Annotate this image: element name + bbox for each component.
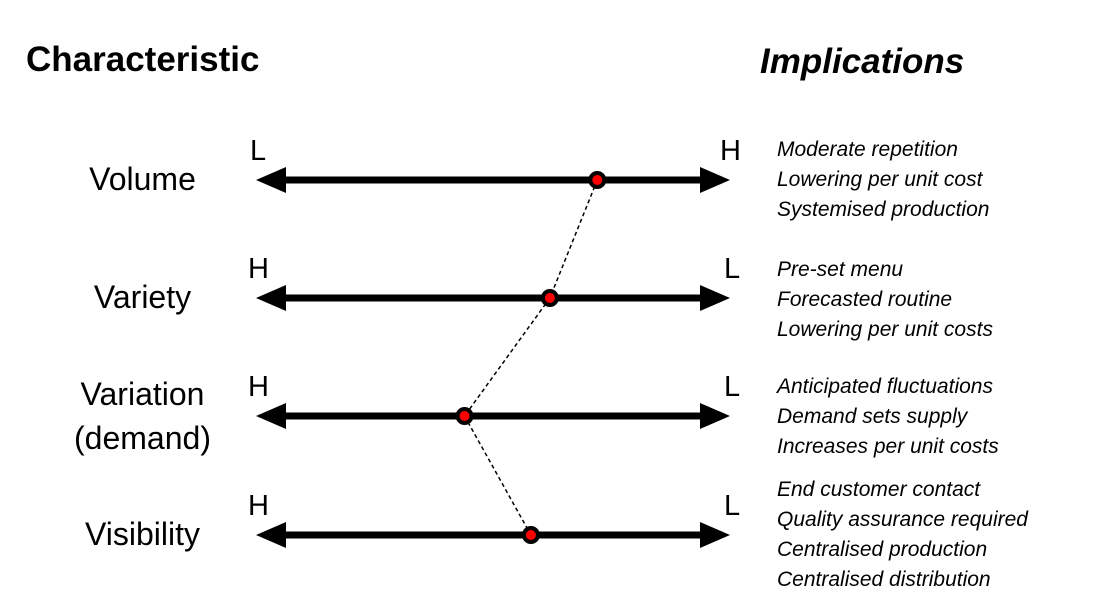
implication-item: Pre-set menu xyxy=(777,258,904,281)
implications-heading: Implications xyxy=(760,42,965,81)
row-volume-implications: Moderate repetition Lowering per unit co… xyxy=(777,135,989,225)
implication-item: Anticipated fluctuations xyxy=(777,375,993,398)
row-visibility-implications: End customer contact Quality assurance r… xyxy=(777,475,1028,595)
scale-arrow-left-variety xyxy=(256,285,286,311)
implication-item: Systemised production xyxy=(777,198,990,221)
row-label-visibility: Visibility xyxy=(85,516,200,552)
position-marker-visibility xyxy=(525,530,536,540)
scale-arrow-left-volume xyxy=(256,167,286,193)
row-volume-left-end: L xyxy=(250,135,267,167)
scale-arrow-left-variation xyxy=(256,403,286,429)
row-label-variety: Variety xyxy=(93,279,192,315)
scale-arrow-right-visibility xyxy=(700,522,730,548)
row-variation-right-end: L xyxy=(724,371,741,403)
implication-item: End customer contact xyxy=(777,478,981,501)
implication-item: Demand sets supply xyxy=(777,405,968,428)
characteristic-heading: Characteristic xyxy=(26,40,260,79)
position-marker-volume xyxy=(592,175,603,185)
scale-arrow-left-visibility xyxy=(256,522,286,548)
implication-item: Forecasted routine xyxy=(777,288,953,311)
row-variety-implications: Pre-set menu Forecasted routine Lowering… xyxy=(777,255,993,345)
row-variety-right-end: L xyxy=(724,253,741,285)
row-variety-left-end: H xyxy=(248,253,269,285)
implication-item: Lowering per unit cost xyxy=(777,168,983,191)
scale-arrow-right-variety xyxy=(700,285,730,311)
implication-item: Lowering per unit costs xyxy=(777,318,993,341)
scale-arrow-right-variation xyxy=(700,403,730,429)
row-variation-left-end: H xyxy=(248,371,269,403)
row-visibility-right-end: L xyxy=(724,490,741,522)
implication-item: Quality assurance required xyxy=(777,508,1028,531)
row-label-volume: Volume xyxy=(89,161,196,197)
scale-arrow-right-volume xyxy=(700,167,730,193)
implication-item: Centralised distribution xyxy=(777,568,991,591)
row-visibility-left-end: H xyxy=(248,490,269,522)
row-variation-implications: Anticipated fluctuations Demand sets sup… xyxy=(777,372,999,462)
position-marker-variation xyxy=(459,411,470,421)
implication-item: Moderate repetition xyxy=(777,138,958,161)
implication-item: Increases per unit costs xyxy=(777,435,999,458)
implication-item: Centralised production xyxy=(777,538,988,561)
profile-connector xyxy=(463,297,551,417)
row-volume-right-end: H xyxy=(720,135,741,167)
profile-connector xyxy=(463,415,532,536)
position-marker-variety xyxy=(544,293,555,303)
row-label-variation: Variation (demand) xyxy=(74,376,211,456)
profile-connector xyxy=(549,179,598,299)
